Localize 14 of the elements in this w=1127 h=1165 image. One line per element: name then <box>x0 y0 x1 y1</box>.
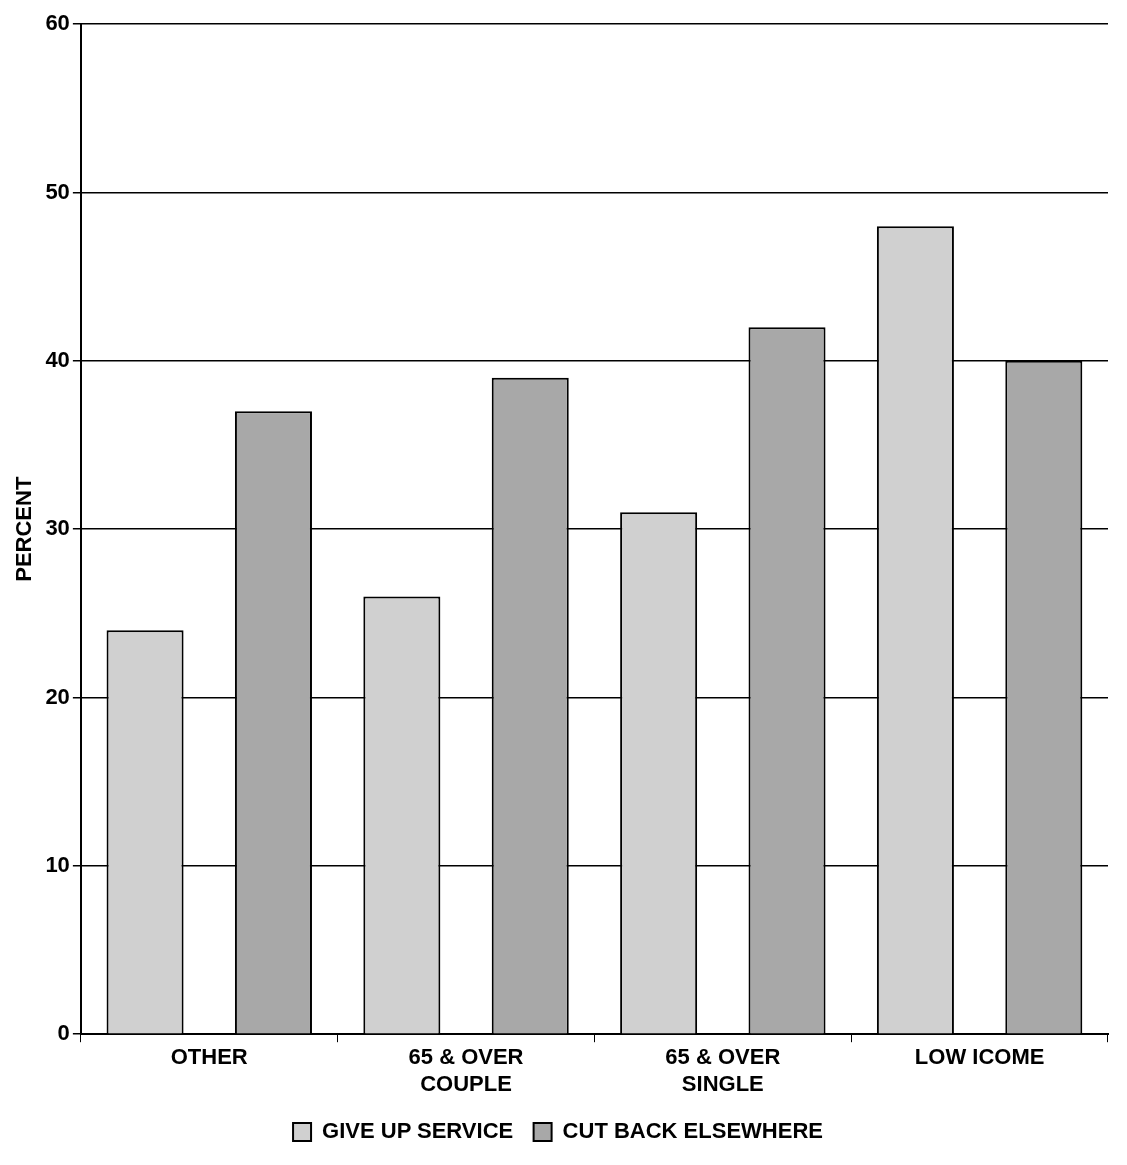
y-tick-label: 10 <box>45 851 70 877</box>
x-tick-label: 65 & OVER COUPLE <box>408 1044 524 1096</box>
y-tick-label: 50 <box>45 178 70 204</box>
x-tick-label: 65 & OVER SINGLE <box>665 1044 781 1096</box>
x-tick-label: LOW ICOME <box>914 1044 1045 1070</box>
legend-label: GIVE UP SERVICE <box>322 1118 514 1144</box>
legend-label: CUT BACK ELSEWHERE <box>562 1118 823 1144</box>
y-axis-title: PERCENT <box>11 476 37 582</box>
y-tick-label: 60 <box>45 10 70 36</box>
y-tick-label: 30 <box>45 515 70 541</box>
y-tick-label: 40 <box>45 346 70 372</box>
y-tick-label: 0 <box>57 1020 70 1046</box>
y-tick-label: 20 <box>45 683 70 709</box>
x-tick-label: OTHER <box>170 1044 248 1070</box>
